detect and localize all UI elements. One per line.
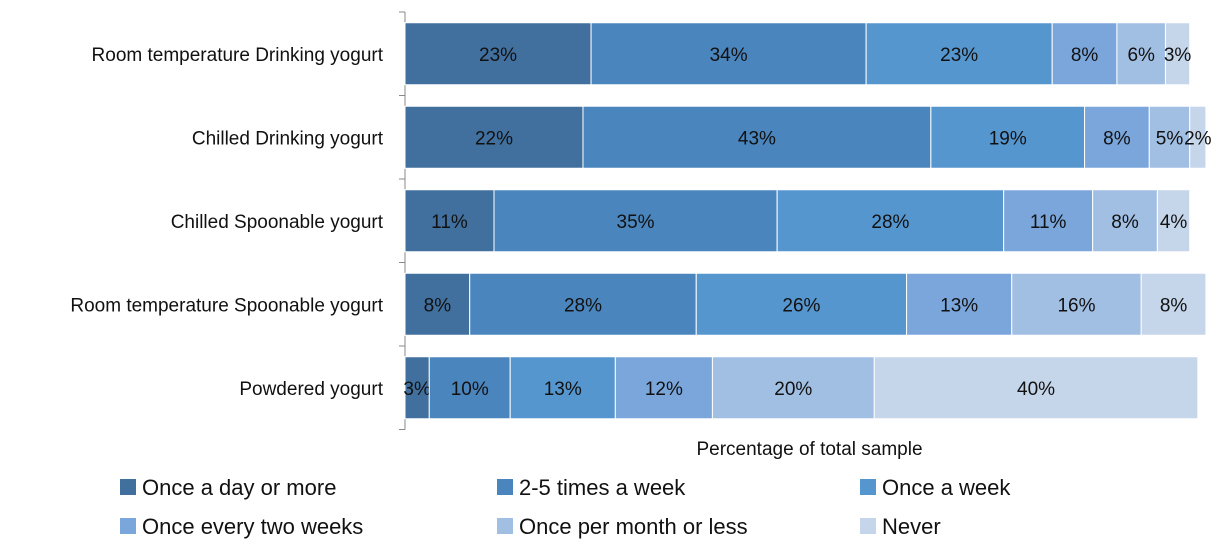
bar-segment [695, 272, 908, 336]
bar-segment [1164, 22, 1191, 86]
bar-segment [582, 105, 932, 169]
bar-segment [1051, 22, 1118, 86]
data-label: 28% [564, 295, 602, 316]
legend-label: Once a week [882, 475, 1011, 500]
category-label: Room temperature Drinking yogurt [92, 45, 384, 66]
data-label: 2% [1184, 128, 1212, 149]
data-label: 26% [782, 295, 820, 316]
bar-segment [509, 356, 616, 420]
data-label: 8% [1071, 45, 1099, 66]
data-label: 12% [645, 379, 683, 400]
data-label: 8% [1103, 128, 1131, 149]
data-label: 43% [738, 128, 776, 149]
data-label: 11% [431, 212, 468, 233]
bar-segment [404, 189, 495, 253]
bar-segment [469, 272, 697, 336]
bar-segment [711, 356, 875, 420]
data-label: 3% [403, 379, 431, 400]
bar-segment [404, 272, 471, 336]
legend-label: Once every two weeks [142, 514, 363, 539]
legend-swatch [860, 479, 876, 495]
data-label: 34% [710, 45, 748, 66]
legend-label: Once a day or more [142, 475, 336, 500]
legend-label: Never [882, 514, 941, 539]
data-label: 40% [1017, 379, 1055, 400]
data-label: 10% [451, 379, 489, 400]
data-label: 19% [989, 128, 1027, 149]
bar-segment [1003, 189, 1094, 253]
data-label: 35% [617, 212, 655, 233]
category-label: Chilled Spoonable yogurt [171, 212, 384, 233]
bar-segment [1116, 22, 1166, 86]
category-label: Room temperature Spoonable yogurt [70, 295, 383, 316]
data-label: 23% [479, 45, 517, 66]
legend-swatch [120, 518, 136, 534]
legend-swatch [860, 518, 876, 534]
data-label: 13% [544, 379, 582, 400]
data-label: 20% [774, 379, 812, 400]
data-label: 6% [1127, 45, 1155, 66]
data-label: 28% [871, 212, 909, 233]
bar-segment [1140, 272, 1207, 336]
category-label: Chilled Drinking yogurt [192, 128, 384, 149]
legend-swatch [497, 479, 513, 495]
bar-segment [930, 105, 1086, 169]
data-label: 23% [940, 45, 978, 66]
legend-swatch [120, 479, 136, 495]
bar-segment [906, 272, 1013, 336]
data-label: 16% [1057, 295, 1095, 316]
legend-label: Once per month or less [519, 514, 748, 539]
data-label: 4% [1160, 212, 1188, 233]
bar-segment [493, 189, 778, 253]
x-axis-title: Percentage of total sample [696, 439, 922, 460]
data-label: 13% [940, 295, 978, 316]
data-label: 8% [1160, 295, 1188, 316]
data-label: 8% [1111, 212, 1139, 233]
legend-label: 2-5 times a week [519, 475, 686, 500]
data-label: 8% [424, 295, 452, 316]
bar-segment [1148, 105, 1191, 169]
category-label: Powdered yogurt [239, 379, 383, 400]
bar-segment [865, 22, 1053, 86]
data-label: 5% [1156, 128, 1184, 149]
bar-segment [428, 356, 511, 420]
bar-segment [776, 189, 1005, 253]
bar-segment [1189, 105, 1207, 169]
data-label: 22% [475, 128, 513, 149]
data-label: 3% [1164, 45, 1192, 66]
bar-segment [1156, 189, 1191, 253]
bar-segment [614, 356, 713, 420]
legend-swatch [497, 518, 513, 534]
bar-segment [404, 356, 430, 420]
bar-segment [873, 356, 1199, 420]
bar-segment [590, 22, 867, 86]
data-label: 11% [1030, 212, 1067, 233]
bar-segment [1092, 189, 1158, 253]
bar-segment [404, 22, 592, 86]
